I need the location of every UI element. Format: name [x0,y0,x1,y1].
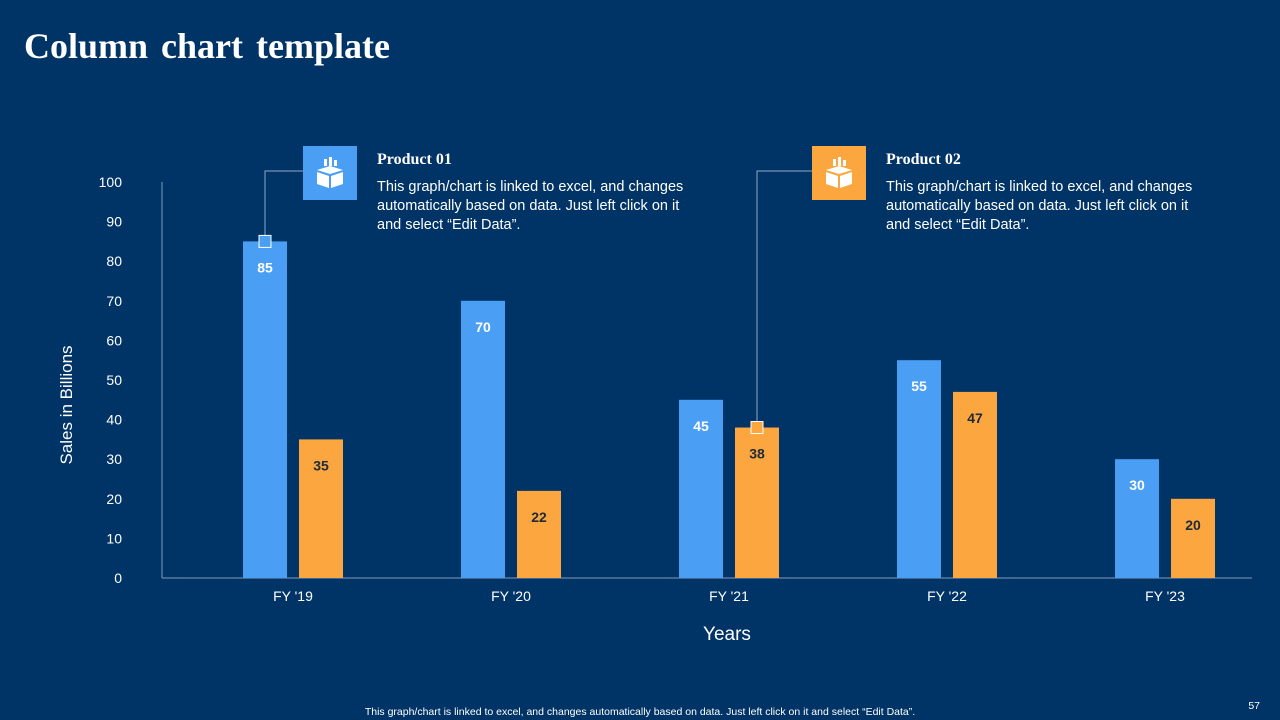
product-02-description: This graph/chart is linked to excel, and… [886,179,1193,233]
callout-connector-line [264,170,303,242]
data-label: 35 [313,457,329,473]
product-01-icon [303,146,357,200]
product-01-description: This graph/chart is linked to excel, and… [377,179,684,233]
page-number: 57 [1248,700,1260,712]
y-axis-label: Sales in Billions [57,345,76,464]
y-tick-label: 40 [106,412,122,428]
bars: 85 70 45 55 30 35 22 38 47 20 [243,241,1215,578]
y-tick-label: 20 [106,491,122,507]
bar-series-1 [461,300,505,578]
y-axis: 0 10 20 30 40 50 60 70 80 90 100 Sales in Billions [57,174,163,586]
x-tick-label: FY '21 [709,588,749,604]
callout-marker [750,421,764,435]
product-02-icon [812,146,866,200]
bar-series-1 [1115,459,1159,578]
x-tick-label: FY '20 [491,588,531,604]
slide-title: Column chart template [24,26,390,66]
data-label: 70 [475,319,491,335]
bar-series-2 [1171,498,1215,578]
x-axis-label: Years [703,624,751,645]
y-tick-label: 0 [114,570,122,586]
bar-series-1 [243,241,287,578]
x-tick-label: FY '22 [927,588,967,604]
data-label: 38 [749,446,765,462]
bar-series-2 [299,439,343,578]
y-tick-label: 10 [106,530,122,546]
y-tick-label: 100 [99,174,123,190]
data-label: 20 [1185,517,1201,533]
x-tick-label: FY '19 [273,588,313,604]
footer-note-text: This graph/chart is linked to excel, and… [364,706,916,718]
product-02-title: Product 02 [886,151,961,168]
footer-note: This graph/chart is linked to excel, and… [0,706,1280,718]
y-tick-label: 50 [106,372,122,388]
x-tick-label: FY '23 [1145,588,1185,604]
bar-series-2 [953,391,997,578]
callout-marker [258,234,272,248]
bar-series-2 [517,490,561,578]
data-label: 85 [257,259,273,275]
box-chart-icon [826,157,852,188]
data-label: 45 [693,418,709,434]
data-label: 30 [1129,477,1145,493]
product-01-title: Product 01 [377,151,452,168]
bar-series-1 [897,360,941,578]
bar-series-2 [735,427,779,578]
y-tick-label: 90 [106,214,122,230]
y-tick-label: 60 [106,332,122,348]
x-axis: Years FY '19 FY '20 FY '21 FY '22 FY '23 [162,577,1252,645]
box-chart-icon [317,157,343,188]
data-label: 55 [911,378,927,394]
callout-connectors [258,170,812,435]
data-label: 47 [967,410,983,426]
bar-series-1 [679,399,723,578]
y-tick-label: 70 [106,293,122,309]
y-tick-label: 80 [106,253,122,269]
callout-connector-line [756,170,812,428]
y-tick-label: 30 [106,451,122,467]
data-label: 22 [531,509,547,525]
